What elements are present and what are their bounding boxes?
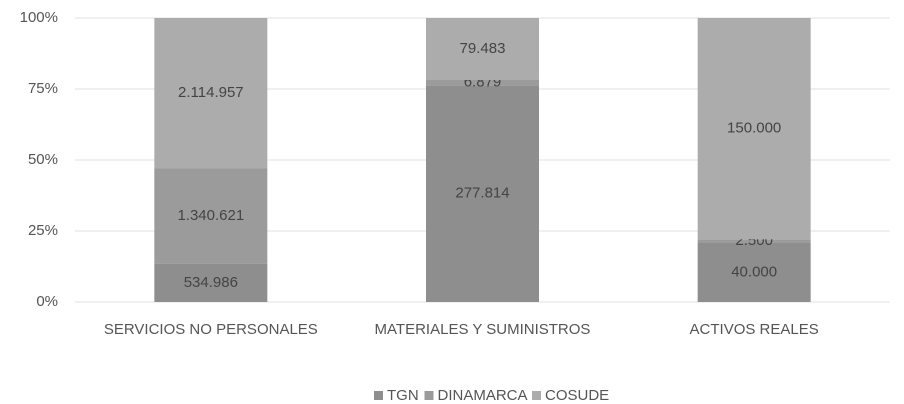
data-label: 534.986 (184, 274, 238, 291)
bar-segment (426, 18, 539, 80)
y-tick-label: 100% (20, 9, 58, 26)
y-tick-label: 50% (28, 151, 58, 168)
data-label: 1.340.621 (177, 207, 244, 224)
bar-segment (697, 18, 811, 240)
legend-label: TGN (387, 387, 419, 404)
x-tick-label: MATERIALES Y SUMINISTROS (375, 321, 591, 338)
data-label: 2.114.957 (178, 84, 244, 101)
x-tick-label: ACTIVOS REALES (690, 321, 819, 338)
y-tick-label: 0% (36, 293, 58, 310)
legend-label: DINAMARCA (438, 387, 528, 404)
bar-segment (154, 18, 268, 169)
legend-swatch (374, 391, 383, 400)
bar-segment (154, 263, 268, 302)
bar-segment (426, 85, 539, 302)
legend-swatch (532, 391, 541, 400)
bar-segment (697, 242, 811, 302)
bar-segment (697, 239, 811, 243)
y-tick-label: 75% (28, 80, 58, 97)
y-tick-label: 25% (28, 222, 58, 239)
legend-swatch (424, 391, 434, 400)
data-label: 150.000 (727, 120, 781, 137)
data-label: 79.483 (460, 40, 506, 57)
bar-segment (154, 168, 268, 264)
legend-label: COSUDE (545, 387, 609, 404)
data-label: 40.000 (731, 263, 777, 280)
x-tick-label: SERVICIOS NO PERSONALES (104, 321, 318, 338)
data-label: 277.814 (455, 185, 509, 202)
bar-segment (426, 79, 539, 86)
